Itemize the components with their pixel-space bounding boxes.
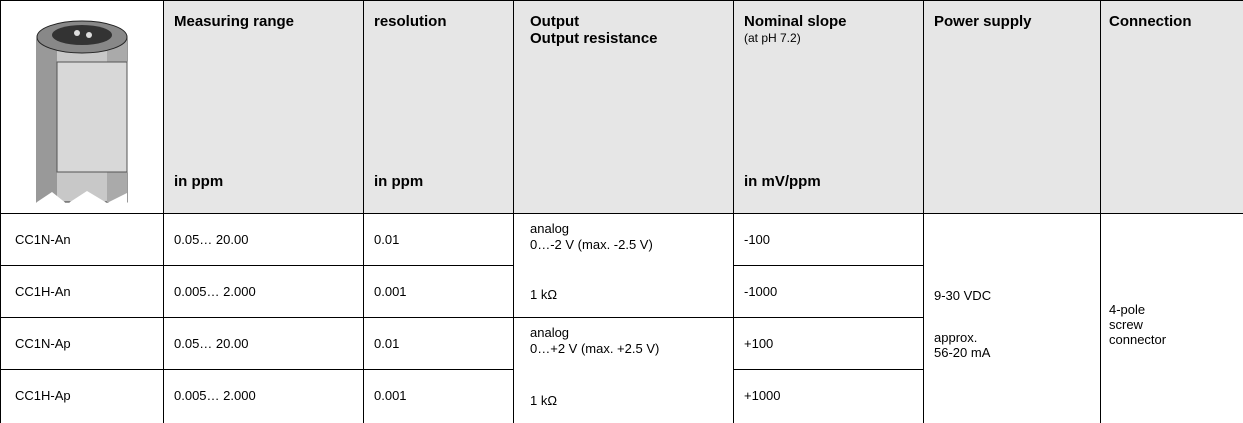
table-cell: CC1N-Ap (1, 318, 164, 370)
header-cell: Nominal slope (at pH 7.2) in mV/ppm (734, 1, 924, 214)
header-cell: Output Output resistance (514, 1, 734, 214)
table-cell: 0.01 (364, 318, 514, 370)
output-resistance: 1 kΩ (530, 287, 557, 302)
output-cell: analog 0…+2 V (max. +2.5 V) 1 kΩ (514, 318, 734, 423)
cell-text: 0.01 (374, 232, 399, 247)
cell-text: 0.01 (374, 336, 399, 351)
header-cell: Power supply (924, 1, 1101, 214)
table-cell: 0.05… 20.00 (164, 318, 364, 370)
connection-text: 4-pole (1109, 302, 1145, 317)
header-unit: in mV/ppm (744, 173, 821, 190)
cell-text: 0.005… 2.000 (174, 284, 256, 299)
header-subtitle: Output resistance (530, 30, 658, 47)
header-cell: Measuring range in ppm (164, 1, 364, 214)
cell-text: +100 (744, 336, 773, 351)
header-title: Output (530, 13, 579, 30)
table-cell: 0.005… 2.000 (164, 266, 364, 318)
header-title: Power supply (934, 13, 1032, 30)
sensor-image (7, 7, 157, 207)
header-title: resolution (374, 13, 447, 30)
cell-text: 0.05… 20.00 (174, 336, 248, 351)
header-cell: resolution in ppm (364, 1, 514, 214)
table-cell: CC1H-Ap (1, 370, 164, 423)
power-current: 56-20 mA (934, 345, 990, 360)
table-cell: 0.01 (364, 214, 514, 266)
cell-text: CC1N-Ap (15, 336, 71, 351)
header-unit: in ppm (374, 173, 423, 190)
header-unit: in ppm (174, 173, 223, 190)
power-cell: 9-30 VDC approx. 56-20 mA (924, 214, 1101, 423)
cell-text: 0.001 (374, 388, 407, 403)
table-cell: -100 (734, 214, 924, 266)
output-type: analog (530, 325, 569, 340)
output-range: 0…+2 V (max. +2.5 V) (530, 341, 659, 356)
table-cell: 0.005… 2.000 (164, 370, 364, 423)
cell-text: -100 (744, 232, 770, 247)
output-type: analog (530, 221, 569, 236)
power-current: approx. (934, 330, 977, 345)
connection-text: screw (1109, 317, 1143, 332)
table-cell: -1000 (734, 266, 924, 318)
connection-cell: 4-pole screw connector (1101, 214, 1243, 423)
spec-table: Measuring range in ppm resolution in ppm… (0, 0, 1243, 423)
cell-text: 0.05… 20.00 (174, 232, 248, 247)
table-cell: 0.05… 20.00 (164, 214, 364, 266)
table-cell: +1000 (734, 370, 924, 423)
table-cell: 0.001 (364, 370, 514, 423)
output-range: 0…-2 V (max. -2.5 V) (530, 237, 653, 252)
cell-text: CC1H-An (15, 284, 71, 299)
output-resistance: 1 kΩ (530, 393, 557, 408)
cell-text: CC1N-An (15, 232, 71, 247)
cell-text: CC1H-Ap (15, 388, 71, 403)
header-note: (at pH 7.2) (744, 31, 801, 45)
table-cell: CC1H-An (1, 266, 164, 318)
table-cell: 0.001 (364, 266, 514, 318)
header-cell: Connection (1101, 1, 1243, 214)
power-voltage: 9-30 VDC (934, 288, 991, 303)
header-title: Nominal slope (744, 13, 847, 30)
cell-text: +1000 (744, 388, 781, 403)
table-cell: +100 (734, 318, 924, 370)
header-image-cell (1, 1, 164, 214)
output-cell: analog 0…-2 V (max. -2.5 V) 1 kΩ (514, 214, 734, 318)
table-cell: CC1N-An (1, 214, 164, 266)
header-title: Connection (1109, 13, 1192, 30)
header-title: Measuring range (174, 13, 294, 30)
cell-text: -1000 (744, 284, 777, 299)
cell-text: 0.001 (374, 284, 407, 299)
cell-text: 0.005… 2.000 (174, 388, 256, 403)
connection-text: connector (1109, 332, 1166, 347)
